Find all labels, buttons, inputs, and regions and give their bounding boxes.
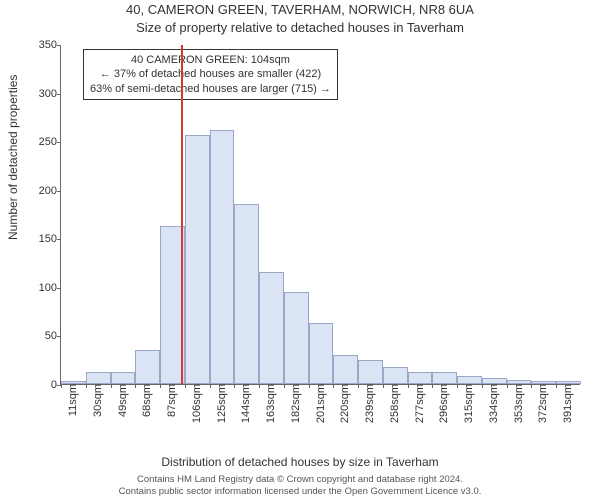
- annotation-line: 40 CAMERON GREEN: 104sqm: [90, 53, 331, 67]
- y-tick-mark: [57, 239, 61, 240]
- x-tick-label: 87sqm: [160, 384, 178, 417]
- x-tick-label: 68sqm: [135, 384, 153, 417]
- plot-area: 40 CAMERON GREEN: 104sqm ← 37% of detach…: [60, 45, 580, 385]
- x-tick-label: 163sqm: [259, 384, 277, 423]
- histogram-bar: [333, 355, 358, 384]
- x-tick-label: 315sqm: [457, 384, 475, 423]
- chart-title: 40, CAMERON GREEN, TAVERHAM, NORWICH, NR…: [0, 2, 600, 17]
- x-tick-label: 125sqm: [210, 384, 228, 423]
- y-tick-label: 100: [17, 282, 61, 294]
- y-tick-mark: [57, 45, 61, 46]
- annotation-box: 40 CAMERON GREEN: 104sqm ← 37% of detach…: [83, 49, 338, 100]
- x-tick-label: 144sqm: [234, 384, 252, 423]
- x-tick-label: 182sqm: [284, 384, 302, 423]
- x-tick-label: 334sqm: [482, 384, 500, 423]
- x-tick-label: 296sqm: [432, 384, 450, 423]
- histogram-bar: [259, 272, 284, 384]
- chart-subtitle: Size of property relative to detached ho…: [0, 20, 600, 35]
- y-tick-label: 0: [17, 379, 61, 391]
- chart-container: 40, CAMERON GREEN, TAVERHAM, NORWICH, NR…: [0, 0, 600, 500]
- annotation-line: ← 37% of detached houses are smaller (42…: [90, 67, 331, 81]
- y-tick-label: 250: [17, 136, 61, 148]
- footer-line: Contains HM Land Registry data © Crown c…: [0, 474, 600, 485]
- y-tick-label: 150: [17, 233, 61, 245]
- y-tick-mark: [57, 288, 61, 289]
- histogram-bar: [185, 135, 210, 384]
- x-tick-label: 30sqm: [86, 384, 104, 417]
- x-tick-label: 258sqm: [383, 384, 401, 423]
- histogram-bar: [135, 350, 160, 384]
- footer-text: Contains HM Land Registry data © Crown c…: [0, 474, 600, 497]
- y-tick-label: 50: [17, 330, 61, 342]
- y-tick-mark: [57, 191, 61, 192]
- marker-line: [181, 45, 183, 384]
- x-tick-label: 372sqm: [531, 384, 549, 423]
- histogram-bar: [432, 372, 457, 384]
- histogram-bar: [408, 372, 433, 384]
- annotation-line: 63% of semi-detached houses are larger (…: [90, 82, 331, 96]
- x-tick-label: 391sqm: [556, 384, 574, 423]
- y-tick-label: 200: [17, 185, 61, 197]
- histogram-bar: [111, 372, 136, 384]
- y-tick-mark: [57, 142, 61, 143]
- x-tick-label: 277sqm: [408, 384, 426, 423]
- y-tick-mark: [57, 336, 61, 337]
- x-tick-label: 11sqm: [61, 384, 79, 416]
- x-tick-label: 201sqm: [309, 384, 327, 423]
- x-axis-label: Distribution of detached houses by size …: [0, 455, 600, 469]
- histogram-bar: [284, 292, 309, 384]
- x-tick-label: 106sqm: [185, 384, 203, 423]
- histogram-bar: [86, 372, 111, 384]
- x-tick-label: 239sqm: [358, 384, 376, 423]
- histogram-bar: [383, 367, 408, 384]
- histogram-bar: [309, 323, 334, 384]
- histogram-bar: [210, 130, 235, 385]
- histogram-bar: [358, 360, 383, 384]
- histogram-bar: [234, 204, 259, 384]
- x-tick-label: 220sqm: [333, 384, 351, 423]
- x-tick-label: 49sqm: [111, 384, 129, 417]
- y-tick-label: 350: [17, 39, 61, 51]
- x-tick-label: 353sqm: [507, 384, 525, 423]
- footer-line: Contains public sector information licen…: [0, 486, 600, 497]
- histogram-bar: [457, 376, 482, 384]
- y-tick-mark: [57, 94, 61, 95]
- y-tick-label: 300: [17, 88, 61, 100]
